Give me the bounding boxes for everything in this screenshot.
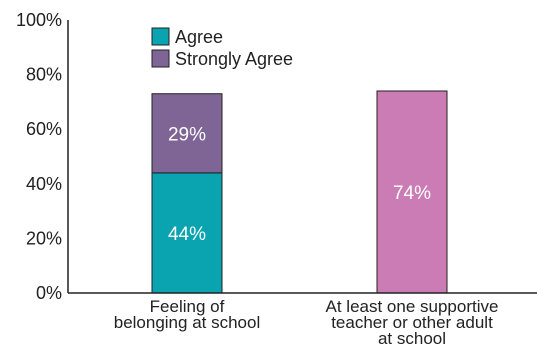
x-category-label: teacher or other adult bbox=[331, 313, 493, 332]
legend-entry-label: Strongly Agree bbox=[175, 49, 293, 69]
y-axis-ticks: 0% 20% 40% 60% 80% 100% bbox=[16, 10, 62, 303]
bar-segment bbox=[151, 93, 223, 174]
bar-segment bbox=[376, 90, 448, 294]
legend-swatch bbox=[151, 27, 170, 46]
x-category-label: Feeling of bbox=[150, 297, 225, 316]
x-category-label: belonging at school bbox=[114, 313, 261, 332]
x-category-label: at school bbox=[378, 329, 446, 348]
bar-value-label: 44% bbox=[168, 224, 206, 245]
bar-value-label: 29% bbox=[168, 124, 206, 145]
x-category-label: At least one supportive bbox=[326, 297, 499, 316]
bars bbox=[151, 90, 448, 294]
y-tick-label: 100% bbox=[16, 10, 62, 30]
y-tick-label: 20% bbox=[26, 228, 62, 248]
y-tick-label: 60% bbox=[26, 119, 62, 139]
bar-value-label: 74% bbox=[393, 183, 431, 204]
bar-segment bbox=[151, 172, 223, 294]
y-tick-label: 40% bbox=[26, 174, 62, 194]
legend-swatch bbox=[151, 49, 170, 68]
legend-entry-label: Agree bbox=[175, 27, 223, 47]
axes bbox=[67, 20, 537, 294]
y-tick-label: 80% bbox=[26, 65, 62, 85]
y-tick-label: 0% bbox=[36, 283, 62, 303]
data-labels: 44% 29% 74% bbox=[168, 124, 431, 245]
